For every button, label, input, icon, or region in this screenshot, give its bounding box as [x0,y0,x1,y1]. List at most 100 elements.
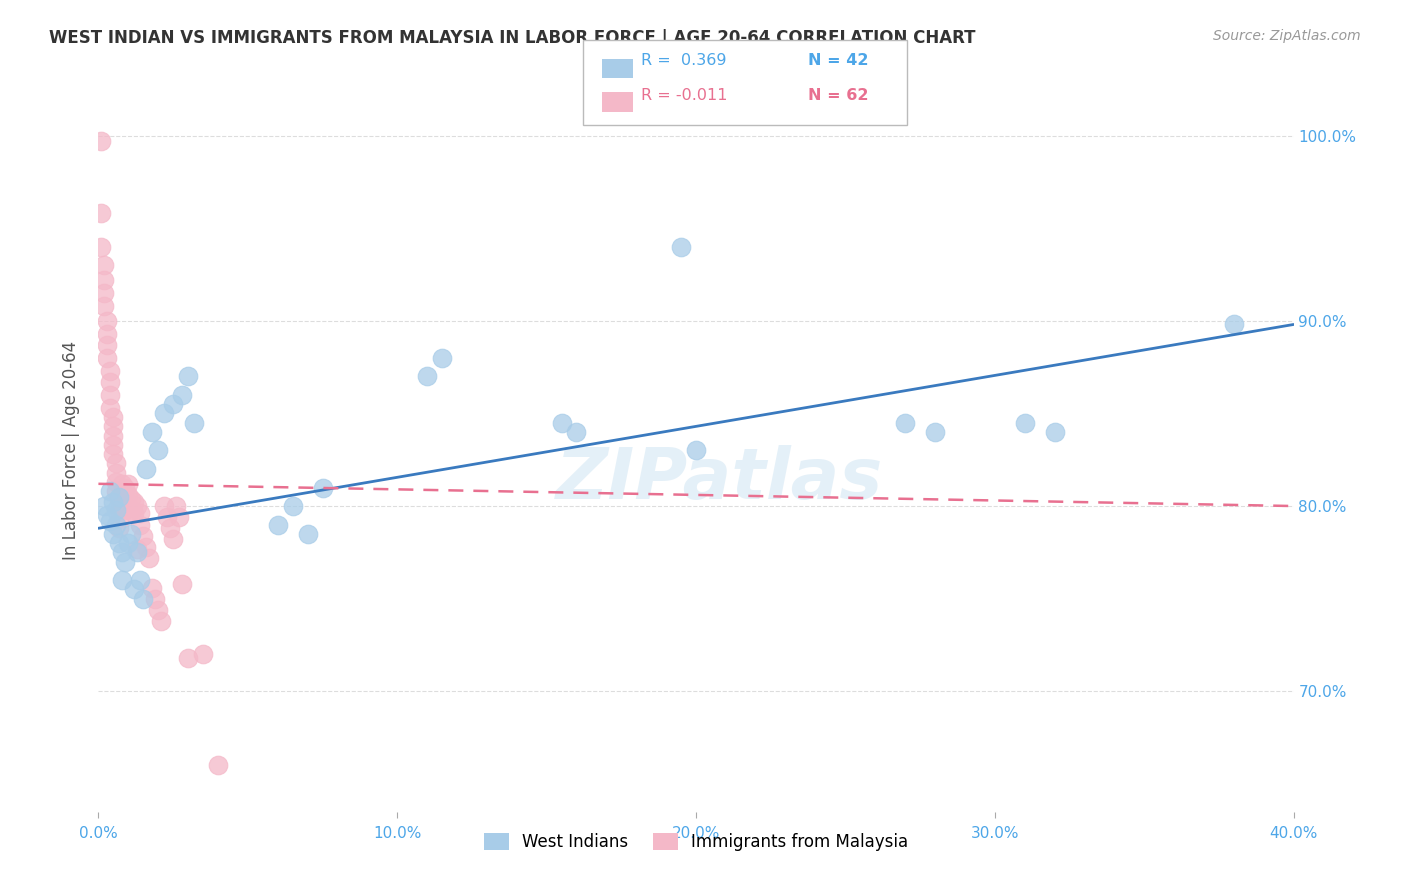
Point [297,526,319,541]
Point [114,491,136,506]
Point [108,521,131,535]
Point [108,502,131,516]
Point [894,416,917,430]
Point [153,406,176,420]
Point [103,526,125,541]
Point [124,495,146,509]
Point [93,258,115,272]
Point [98,388,122,402]
Point [98,364,122,378]
Point [105,457,128,471]
Point [207,758,229,772]
Point [191,647,214,661]
Point [117,488,139,502]
Point [114,502,136,516]
Point [177,369,200,384]
Point [172,388,194,402]
Point [120,491,142,506]
Point [153,499,176,513]
Point [117,476,139,491]
Point [98,401,122,415]
Point [96,508,118,523]
Point [96,314,118,328]
Point [90,134,112,148]
Legend: West Indians, Immigrants from Malaysia: West Indians, Immigrants from Malaysia [477,826,915,857]
Point [105,484,128,499]
Point [924,425,946,439]
Point [132,529,155,543]
Point [311,481,333,495]
Point [111,476,134,491]
Point [93,499,115,513]
Point [108,490,131,504]
Point [129,573,152,587]
Text: Source: ZipAtlas.com: Source: ZipAtlas.com [1213,29,1361,43]
Text: N = 42: N = 42 [808,54,869,68]
Point [172,577,194,591]
Point [162,397,184,411]
Point [111,573,134,587]
Point [108,536,131,550]
Point [156,510,179,524]
Text: WEST INDIAN VS IMMIGRANTS FROM MALAYSIA IN LABOR FORCE | AGE 20-64 CORRELATION C: WEST INDIAN VS IMMIGRANTS FROM MALAYSIA … [49,29,976,46]
Point [669,240,692,254]
Point [416,369,439,384]
Point [148,443,170,458]
Point [105,502,128,516]
Point [127,545,149,559]
Point [103,410,125,425]
Point [103,428,125,442]
Point [430,351,453,365]
Point [165,499,187,513]
Point [98,484,122,499]
Point [141,581,163,595]
Point [103,447,125,461]
Text: R = -0.011: R = -0.011 [641,88,728,103]
Point [167,510,190,524]
Point [124,582,146,597]
Point [93,299,115,313]
Point [129,517,152,532]
Point [135,540,157,554]
Y-axis label: In Labor Force | Age 20-64: In Labor Force | Age 20-64 [62,341,80,560]
Point [267,517,290,532]
Point [159,521,181,535]
Point [111,499,134,513]
Point [120,502,142,516]
Point [90,206,112,220]
Point [90,240,112,254]
Text: R =  0.369: R = 0.369 [641,54,727,68]
Point [96,326,118,341]
Point [105,466,128,480]
Point [103,419,125,434]
Point [108,512,131,526]
Point [114,481,136,495]
Point [98,375,122,389]
Point [105,517,128,532]
Point [162,533,184,547]
Point [565,425,588,439]
Point [96,351,118,365]
Point [103,495,125,509]
Point [138,550,160,565]
Point [114,555,136,569]
Point [105,475,128,489]
Point [111,545,134,559]
Point [148,603,170,617]
Point [1043,425,1066,439]
Point [127,541,149,556]
Point [183,416,205,430]
Text: N = 62: N = 62 [808,88,869,103]
Point [96,338,118,352]
Point [281,499,304,513]
Point [150,614,173,628]
Point [1223,318,1246,332]
Point [127,499,149,513]
Point [108,493,131,508]
Point [98,514,122,528]
Point [117,536,139,550]
Point [129,507,152,521]
Point [117,499,139,513]
Text: ZIPatlas: ZIPatlas [557,445,883,514]
Point [132,591,155,606]
